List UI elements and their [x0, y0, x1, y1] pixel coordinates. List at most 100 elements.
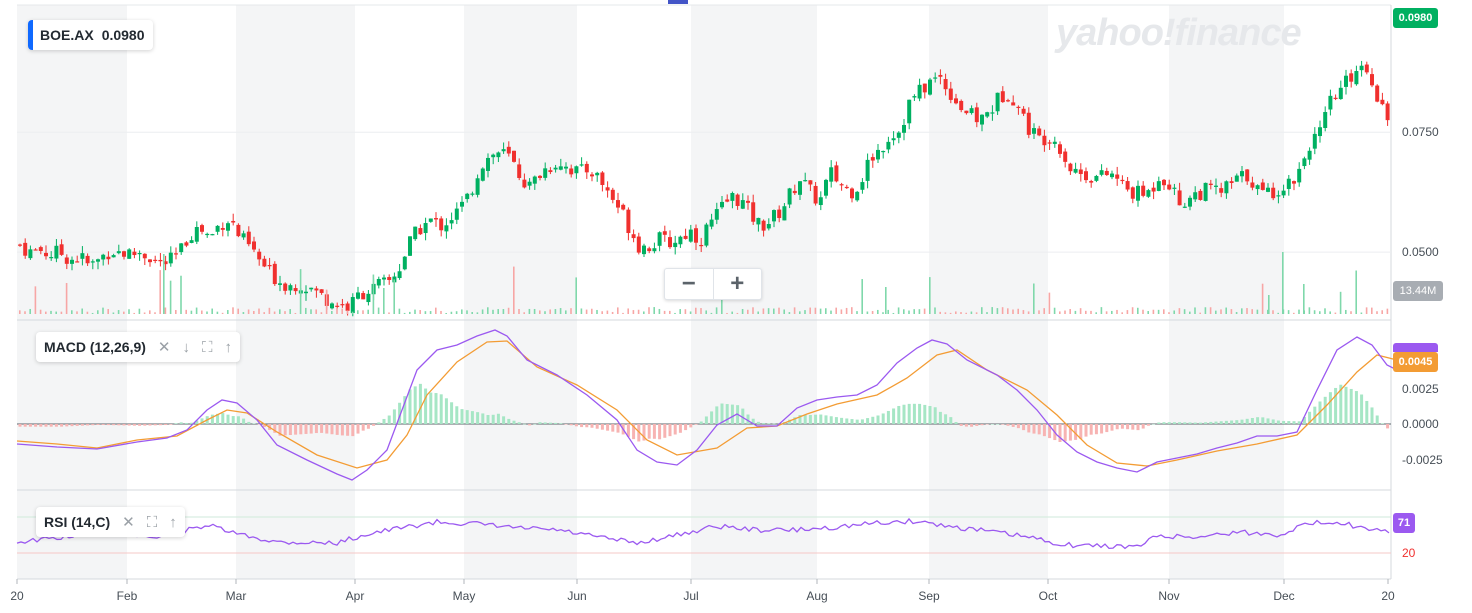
candle-body: [1000, 91, 1005, 103]
macd-histogram-bar: [1084, 424, 1088, 437]
volume-bar: [19, 310, 21, 314]
volume-bar: [476, 312, 479, 314]
macd-histogram-bar: [814, 414, 818, 424]
macd-histogram-bar: [949, 417, 953, 424]
macd-histogram-bar: [1178, 422, 1182, 424]
candle-body: [444, 225, 449, 232]
candle-body: [704, 224, 709, 246]
macd-histogram-bar: [190, 422, 194, 424]
macd-move-up-icon[interactable]: ↑: [224, 338, 233, 356]
ticker-legend[interactable]: BOE.AX 0.0980: [28, 20, 153, 50]
volume-bar: [55, 311, 57, 314]
macd-histogram-bar: [278, 424, 282, 436]
volume-bar: [1069, 309, 1071, 314]
macd-histogram-bar: [652, 424, 656, 439]
volume-bar: [341, 308, 343, 314]
candle-body: [922, 83, 927, 93]
candle-body: [408, 236, 412, 256]
volume-bar: [29, 308, 31, 314]
candle-body: [746, 200, 750, 203]
macd-histogram-bar: [1063, 424, 1067, 442]
volume-bar: [268, 307, 271, 314]
volume-bar: [622, 312, 624, 314]
macd-histogram-bar: [299, 424, 303, 435]
volume-bar: [689, 311, 692, 314]
macd-histogram-bar: [1287, 421, 1291, 424]
volume-bar: [1147, 311, 1149, 314]
volume-bar: [1261, 283, 1264, 314]
volume-bar: [986, 312, 988, 314]
macd-histogram-bar: [658, 424, 662, 440]
volume-bar: [960, 312, 962, 314]
candle-body: [626, 209, 631, 234]
volume-bar: [1256, 309, 1259, 314]
volume-bar: [705, 310, 707, 314]
candle-body: [777, 209, 782, 219]
macd-histogram-bar: [928, 406, 932, 424]
macd-histogram-bar: [642, 424, 646, 441]
macd-histogram-bar: [418, 383, 422, 424]
candle-body: [907, 99, 912, 124]
macd-histogram-bar: [283, 424, 287, 436]
candle-body: [418, 228, 423, 235]
candle-body: [194, 227, 199, 242]
volume-bar: [1339, 291, 1342, 314]
macd-histogram-bar: [1328, 392, 1332, 424]
macd-histogram-bar: [470, 411, 474, 424]
volume-bar: [294, 312, 297, 314]
macd-histogram-bar: [704, 416, 708, 424]
candle-body: [28, 249, 33, 259]
volume-bar: [580, 308, 583, 314]
candle-body: [1177, 190, 1182, 206]
macd-histogram-bar: [725, 404, 729, 424]
volume-bar: [91, 312, 94, 314]
candle-body: [1026, 112, 1031, 135]
macd-close-icon[interactable]: ✕: [157, 338, 171, 356]
candle-body: [330, 303, 334, 309]
volume-bar: [1022, 310, 1025, 314]
candle-body: [980, 114, 984, 125]
candle-body: [1021, 108, 1026, 114]
macd-expand-icon[interactable]: ⛶: [202, 338, 213, 356]
candle-body: [1224, 181, 1229, 194]
macd-histogram-bar: [803, 415, 807, 424]
macd-histogram-bar: [1006, 424, 1010, 426]
rsi-expand-icon[interactable]: ⛶: [146, 513, 158, 531]
panel-resize-handle[interactable]: [668, 0, 688, 4]
macd-histogram-bar: [1250, 417, 1254, 424]
candle-body: [1136, 185, 1140, 201]
volume-bar: [679, 309, 681, 314]
candle-body: [678, 236, 683, 245]
candle-body: [896, 132, 901, 138]
volume-bar: [1241, 308, 1243, 314]
macd-histogram-bar: [647, 424, 651, 439]
candle-body: [1058, 144, 1062, 154]
volume-bar: [372, 274, 375, 314]
zoom-out-button[interactable]: −: [665, 269, 714, 299]
zoom-in-button[interactable]: +: [730, 270, 745, 297]
macd-histogram-bar: [444, 398, 448, 424]
x-axis-label: Dec: [1273, 589, 1294, 603]
volume-bar: [830, 310, 832, 314]
macd-move-down-icon[interactable]: ↓: [182, 338, 191, 356]
volume-bar: [461, 309, 463, 314]
volume-bar: [1282, 252, 1284, 314]
candle-body: [787, 188, 792, 205]
volume-bar: [279, 309, 281, 314]
macd-histogram-bar: [455, 406, 459, 424]
macd-histogram-bar: [236, 416, 240, 424]
candle-body: [824, 179, 828, 196]
macd-histogram-bar: [938, 411, 942, 424]
rsi-move-up-icon[interactable]: ↑: [169, 513, 177, 531]
candle-body: [1042, 135, 1047, 146]
candle-body: [1307, 150, 1312, 160]
rsi-close-icon[interactable]: ✕: [122, 513, 135, 531]
candle-body: [1068, 163, 1073, 172]
volume-bar: [414, 309, 416, 314]
macd-histogram-bar: [439, 394, 443, 424]
macd-histogram-bar: [424, 388, 428, 424]
candle-body: [267, 265, 272, 267]
macd-histogram-bar: [18, 424, 22, 427]
